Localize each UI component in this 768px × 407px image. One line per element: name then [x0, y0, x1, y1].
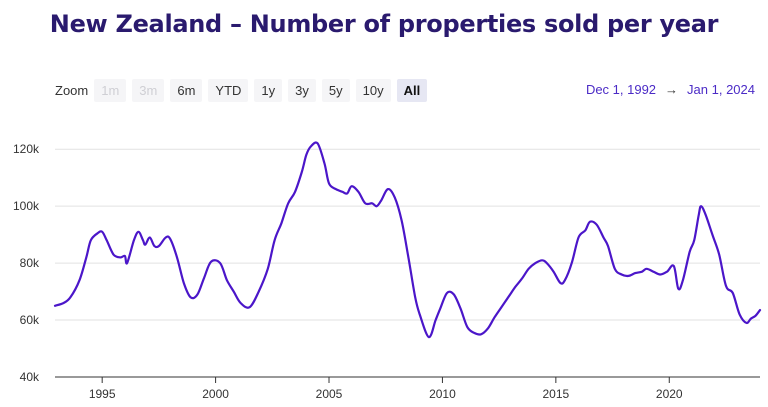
date-range: Dec 1, 1992 → Jan 1, 2024 — [586, 82, 755, 97]
y-tick-label: 100k — [13, 199, 40, 213]
x-axis-ticks: 1995 2000 2005 2010 2015 2020 — [89, 377, 683, 401]
zoom-3y-button[interactable]: 3y — [288, 78, 316, 102]
x-tick-label: 2000 — [202, 387, 229, 401]
x-tick-label: 2010 — [429, 387, 456, 401]
y-tick-label: 120k — [13, 142, 40, 156]
range-start-date[interactable]: Dec 1, 1992 — [585, 82, 657, 97]
range-end-date[interactable]: Jan 1, 2024 — [687, 82, 755, 97]
x-tick-label: 1995 — [89, 387, 116, 401]
zoom-all-button[interactable]: All — [396, 78, 428, 102]
zoom-1y-button[interactable]: 1y — [254, 78, 283, 102]
zoom-ytd-button[interactable]: YTD — [208, 78, 249, 102]
zoom-1m-button[interactable]: 1m — [94, 78, 127, 102]
zoom-5y-button[interactable]: 5y — [321, 78, 350, 102]
zoom-6m-button[interactable]: 6m — [170, 78, 203, 102]
zoom-label: Zoom — [55, 82, 89, 98]
series-line[interactable] — [53, 141, 762, 339]
chart-title: New Zealand – Number of properties sold … — [49, 10, 719, 38]
y-axis-ticks: 40k 60k 80k 100k 120k — [13, 142, 40, 384]
zoom-3m-button[interactable]: 3m — [132, 78, 165, 102]
grid-lines — [55, 148, 760, 321]
range-arrow-icon: → — [665, 82, 679, 97]
x-tick-label: 2020 — [656, 387, 683, 401]
y-tick-label: 80k — [20, 256, 40, 270]
zoom-toolbar: Zoom 1m 3m 6m YTD 1y 3y 5y 10y All — [55, 78, 433, 102]
zoom-10y-button[interactable]: 10y — [355, 78, 391, 102]
y-tick-label: 60k — [20, 313, 40, 327]
x-tick-label: 2005 — [316, 387, 343, 401]
x-tick-label: 2015 — [542, 387, 569, 401]
y-tick-label: 40k — [20, 370, 40, 384]
